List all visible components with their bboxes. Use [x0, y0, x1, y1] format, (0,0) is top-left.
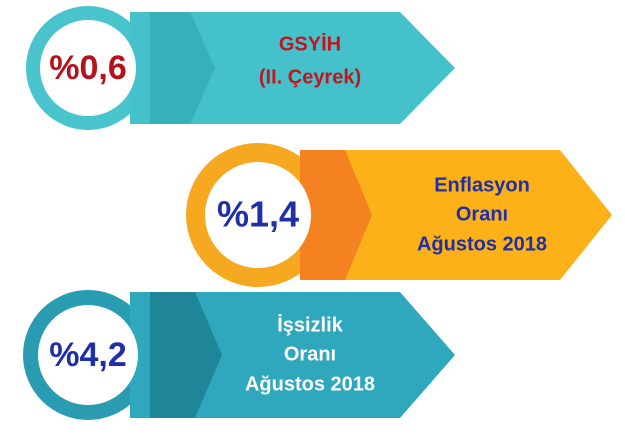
value: %4,2	[49, 336, 127, 374]
label-line: Ağustos 2018	[245, 373, 375, 395]
label-line: (II. Çeyrek)	[259, 66, 361, 88]
banner	[130, 12, 455, 124]
label-line: GSYİH	[279, 32, 341, 55]
banner	[330, 150, 612, 280]
chevron	[150, 292, 222, 418]
label-line: Enflasyon	[434, 174, 530, 196]
banner	[130, 292, 455, 418]
label-line: İşsizlik	[277, 313, 343, 336]
value: %0,6	[49, 49, 127, 87]
inner-circle	[40, 20, 136, 116]
label-line: Ağustos 2018	[417, 233, 547, 255]
label-line: Oranı	[456, 203, 508, 225]
value: %1,4	[217, 194, 299, 235]
label-line: Oranı	[284, 343, 336, 365]
inner-circle	[38, 305, 138, 405]
inner-circle	[205, 162, 311, 268]
chevron	[300, 150, 372, 280]
chevron	[150, 12, 215, 124]
